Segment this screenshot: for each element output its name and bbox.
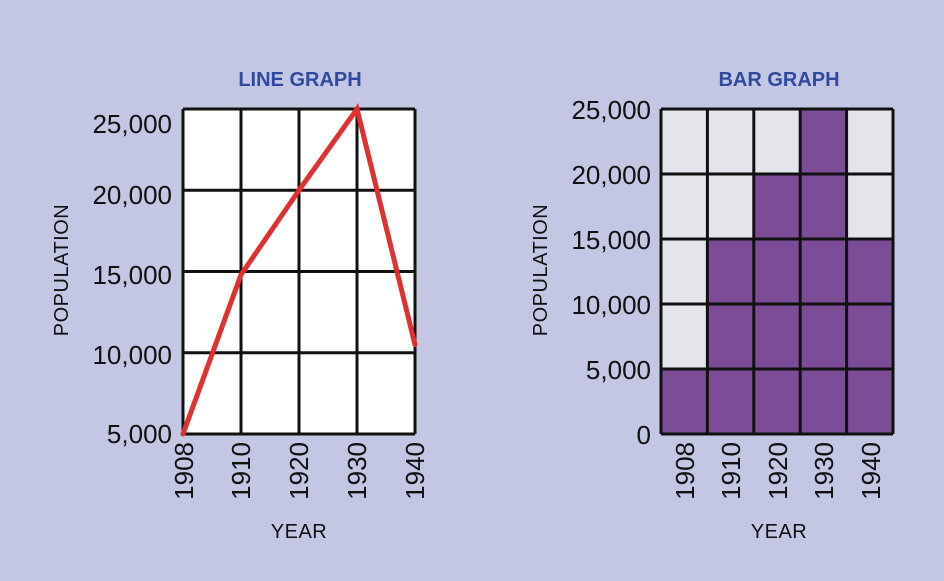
y-tick-label: 25,000 bbox=[571, 95, 651, 125]
y-tick-label: 5,000 bbox=[586, 355, 651, 385]
y-tick-label: 10,000 bbox=[92, 340, 172, 370]
line-point bbox=[296, 187, 302, 193]
line-y-ticks: 25,000 20,000 15,000 10,000 5,000 bbox=[92, 109, 172, 449]
bar-marks bbox=[661, 109, 893, 434]
line-y-axis-label: POPULATION bbox=[51, 204, 73, 336]
bar-y-ticks: 25,000 20,000 15,000 10,000 5,000 0 bbox=[571, 95, 651, 450]
y-tick-label: 10,000 bbox=[571, 290, 651, 320]
y-tick-label: 20,000 bbox=[92, 180, 172, 210]
bar-1930 bbox=[800, 109, 847, 434]
x-tick-label: 1940 bbox=[400, 442, 430, 500]
y-tick-label: 20,000 bbox=[571, 160, 651, 190]
line-series bbox=[180, 103, 418, 437]
bar-chart: BAR GRAPH 25,000 20,000 15,000 10,000 5,… bbox=[530, 69, 895, 543]
x-tick-label: 1910 bbox=[716, 442, 746, 500]
line-chart-title: LINE GRAPH bbox=[238, 69, 361, 91]
y-tick-label: 25,000 bbox=[92, 109, 172, 139]
y-tick-label: 0 bbox=[637, 420, 651, 450]
bar-x-axis-label: YEAR bbox=[751, 521, 807, 543]
line-x-axis-label: YEAR bbox=[271, 521, 327, 543]
x-tick-label: 1920 bbox=[284, 442, 314, 500]
bar-grid bbox=[659, 107, 895, 436]
x-tick-label: 1908 bbox=[169, 442, 199, 500]
line-chart: LINE GRAPH 25,000 20,000 15,000 10,000 5… bbox=[51, 69, 430, 543]
x-tick-label: 1940 bbox=[856, 442, 886, 500]
line-x-ticks: 1908 1910 1920 1930 1940 bbox=[169, 442, 430, 500]
bar-1940 bbox=[846, 239, 893, 434]
y-tick-label: 15,000 bbox=[92, 260, 172, 290]
y-tick-label: 5,000 bbox=[107, 419, 172, 449]
bar-x-ticks: 1908 1910 1920 1930 1940 bbox=[670, 442, 886, 500]
line-point bbox=[354, 106, 360, 112]
x-tick-label: 1920 bbox=[763, 442, 793, 500]
bar-1908 bbox=[661, 369, 708, 434]
y-tick-label: 15,000 bbox=[571, 225, 651, 255]
bar-y-axis-label: POPULATION bbox=[530, 204, 552, 336]
bar-1910 bbox=[707, 239, 754, 434]
line-point bbox=[412, 342, 418, 348]
line-point bbox=[180, 431, 186, 437]
bar-chart-title: BAR GRAPH bbox=[718, 69, 839, 91]
line-point bbox=[238, 272, 244, 278]
x-tick-label: 1910 bbox=[226, 442, 256, 500]
x-tick-label: 1930 bbox=[342, 442, 372, 500]
x-tick-label: 1930 bbox=[809, 442, 839, 500]
x-tick-label: 1908 bbox=[670, 442, 700, 500]
